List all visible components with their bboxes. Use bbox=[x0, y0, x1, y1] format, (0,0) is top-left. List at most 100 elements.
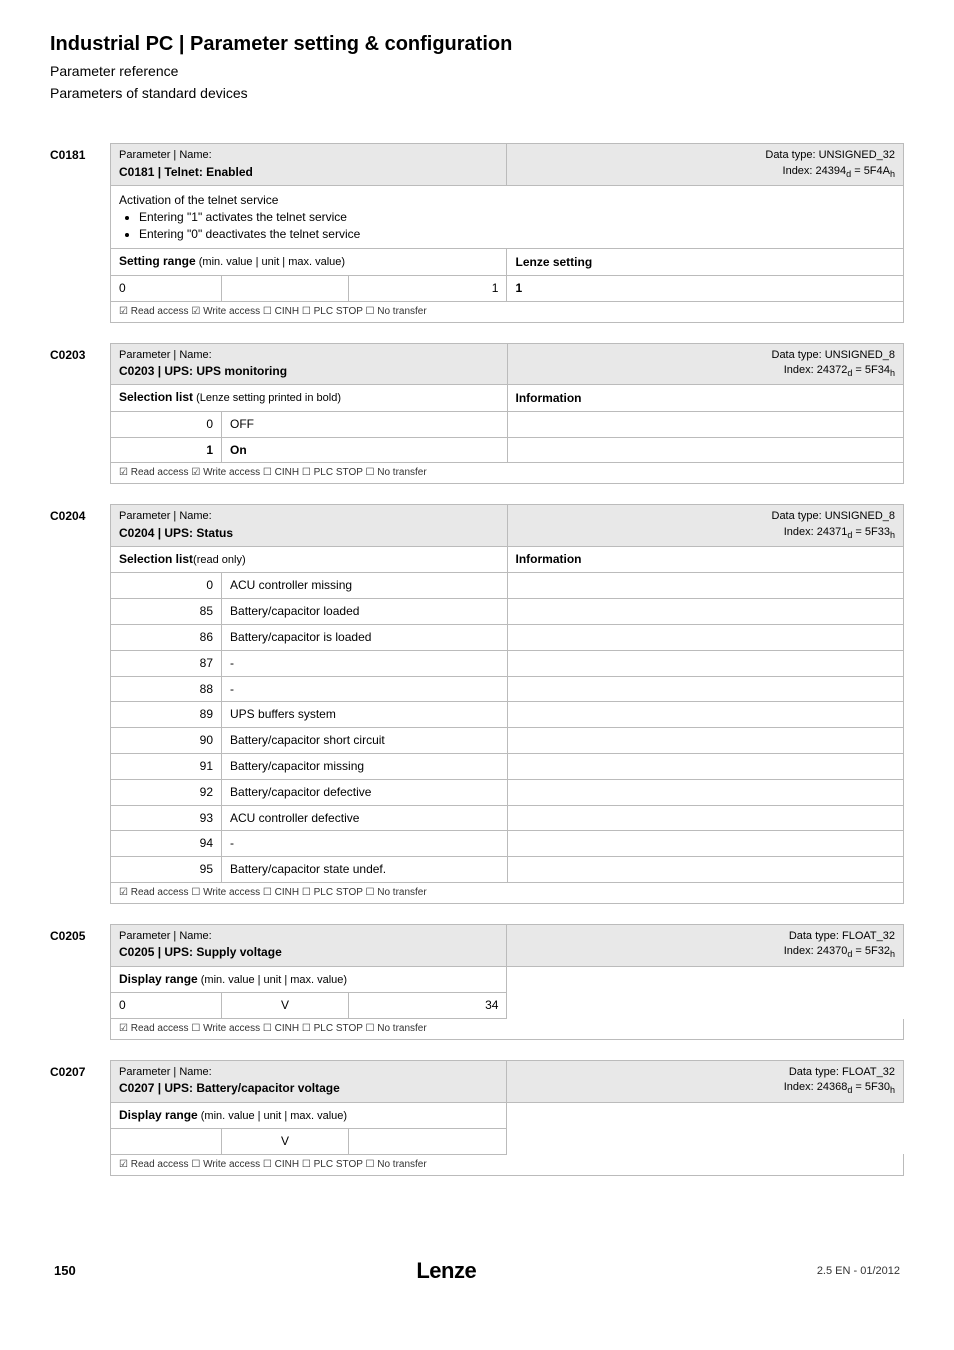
param-header-right: Data type: UNSIGNED_32 Index: 24394d = 5… bbox=[507, 144, 904, 186]
selection-info bbox=[507, 437, 904, 463]
selection-info bbox=[507, 754, 904, 780]
setting-min: 0 bbox=[111, 275, 222, 301]
setting-unit bbox=[222, 275, 349, 301]
display-spacer bbox=[507, 993, 904, 1019]
lenze-setting-label: Lenze setting bbox=[507, 249, 904, 275]
param-index: Index: 24371d = 5F33h bbox=[784, 526, 895, 538]
selection-num: 1 bbox=[111, 437, 222, 463]
param-dtype: Data type: UNSIGNED_8 bbox=[772, 510, 896, 522]
param-index: Index: 24394d = 5F4Ah bbox=[783, 165, 895, 177]
selection-text: - bbox=[222, 831, 507, 857]
lenze-setting-value: 1 bbox=[507, 275, 904, 301]
param-id: C0207 bbox=[50, 1060, 110, 1176]
param-description: Activation of the telnet service Enterin… bbox=[111, 185, 904, 248]
param-header-right: Data type: UNSIGNED_8 Index: 24371d = 5F… bbox=[507, 505, 904, 547]
param-table: Parameter | Name: C0205 | UPS: Supply vo… bbox=[110, 924, 904, 1040]
selection-info bbox=[507, 411, 904, 437]
param-id: C0181 bbox=[50, 143, 110, 322]
desc-bullets: Entering "1" activates the telnet servic… bbox=[139, 209, 895, 243]
selection-text: Battery/capacitor missing bbox=[222, 754, 507, 780]
param-block: C0203 Parameter | Name: C0203 | UPS: UPS… bbox=[50, 343, 904, 485]
param-index: Index: 24372d = 5F34h bbox=[784, 364, 895, 376]
param-header-left: Parameter | Name: C0203 | UPS: UPS monit… bbox=[111, 343, 508, 385]
display-unit: V bbox=[222, 1129, 349, 1155]
selection-text: ACU controller missing bbox=[222, 573, 507, 599]
access-flags: ☑ Read access ☑ Write access ☐ CINH ☐ PL… bbox=[111, 301, 904, 322]
param-table: Parameter | Name: C0181 | Telnet: Enable… bbox=[110, 143, 904, 322]
selection-info bbox=[507, 857, 904, 883]
param-block: C0181 Parameter | Name: C0181 | Telnet: … bbox=[50, 143, 904, 322]
display-min: 0 bbox=[111, 993, 222, 1019]
selection-num: 89 bbox=[111, 702, 222, 728]
param-content: Parameter | Name: C0205 | UPS: Supply vo… bbox=[110, 924, 904, 1040]
selection-text: UPS buffers system bbox=[222, 702, 507, 728]
selection-text: - bbox=[222, 676, 507, 702]
param-block: C0205 Parameter | Name: C0205 | UPS: Sup… bbox=[50, 924, 904, 1040]
param-dtype: Data type: FLOAT_32 bbox=[789, 930, 895, 942]
selection-num: 94 bbox=[111, 831, 222, 857]
param-content: Parameter | Name: C0207 | UPS: Battery/c… bbox=[110, 1060, 904, 1176]
param-header-left: Parameter | Name: C0207 | UPS: Battery/c… bbox=[111, 1061, 507, 1103]
selection-info bbox=[507, 702, 904, 728]
param-header-right: Data type: UNSIGNED_8 Index: 24372d = 5F… bbox=[507, 343, 904, 385]
param-id: C0204 bbox=[50, 504, 110, 904]
selection-num: 87 bbox=[111, 650, 222, 676]
params-container: C0181 Parameter | Name: C0181 | Telnet: … bbox=[50, 143, 904, 1176]
selection-info bbox=[507, 599, 904, 625]
selection-info bbox=[507, 573, 904, 599]
setting-range-label: Setting range (min. value | unit | max. … bbox=[111, 249, 507, 275]
desc-bullet: Entering "1" activates the telnet servic… bbox=[139, 209, 895, 226]
param-block: C0204 Parameter | Name: C0204 | UPS: Sta… bbox=[50, 504, 904, 904]
param-content: Parameter | Name: C0181 | Telnet: Enable… bbox=[110, 143, 904, 322]
footer-page-number: 150 bbox=[54, 1262, 76, 1280]
param-name-label: Parameter | Name: bbox=[119, 149, 212, 161]
selection-info bbox=[507, 805, 904, 831]
selection-num: 90 bbox=[111, 728, 222, 754]
selection-text: Battery/capacitor state undef. bbox=[222, 857, 507, 883]
param-dtype: Data type: FLOAT_32 bbox=[789, 1066, 895, 1078]
param-id: C0203 bbox=[50, 343, 110, 485]
selection-list-label: Selection list (Lenze setting printed in… bbox=[111, 385, 508, 411]
selection-num: 88 bbox=[111, 676, 222, 702]
selection-text: Battery/capacitor is loaded bbox=[222, 625, 507, 651]
setting-max: 1 bbox=[348, 275, 507, 301]
footer-logo: Lenze bbox=[416, 1256, 476, 1287]
selection-info bbox=[507, 831, 904, 857]
param-index: Index: 24368d = 5F30h bbox=[784, 1081, 895, 1093]
desc-bullet: Entering "0" deactivates the telnet serv… bbox=[139, 226, 895, 243]
selection-num: 86 bbox=[111, 625, 222, 651]
footer-version: 2.5 EN - 01/2012 bbox=[817, 1264, 900, 1279]
page-subtitle-1: Parameter reference bbox=[50, 62, 904, 82]
selection-text: Battery/capacitor loaded bbox=[222, 599, 507, 625]
display-range-spacer bbox=[507, 1102, 904, 1128]
display-range-spacer bbox=[507, 966, 904, 992]
selection-text: OFF bbox=[222, 411, 507, 437]
selection-num: 91 bbox=[111, 754, 222, 780]
selection-num: 0 bbox=[111, 411, 222, 437]
selection-info bbox=[507, 676, 904, 702]
selection-info bbox=[507, 728, 904, 754]
param-name-value: C0181 | Telnet: Enabled bbox=[119, 165, 253, 179]
display-spacer bbox=[507, 1129, 904, 1155]
param-table: Parameter | Name: C0207 | UPS: Battery/c… bbox=[110, 1060, 904, 1176]
selection-list-label: Selection list(read only) bbox=[111, 547, 508, 573]
selection-text: - bbox=[222, 650, 507, 676]
display-range-label: Display range (min. value | unit | max. … bbox=[111, 1102, 507, 1128]
param-header-left: Parameter | Name: C0181 | Telnet: Enable… bbox=[111, 144, 507, 186]
param-name-label: Parameter | Name: bbox=[119, 930, 212, 942]
param-table: Parameter | Name: C0204 | UPS: Status Da… bbox=[110, 504, 904, 904]
display-unit: V bbox=[222, 993, 349, 1019]
param-content: Parameter | Name: C0204 | UPS: Status Da… bbox=[110, 504, 904, 904]
selection-num: 93 bbox=[111, 805, 222, 831]
information-label: Information bbox=[507, 385, 904, 411]
selection-num: 92 bbox=[111, 779, 222, 805]
selection-num: 85 bbox=[111, 599, 222, 625]
display-min bbox=[111, 1129, 222, 1155]
page-header: Industrial PC | Parameter setting & conf… bbox=[50, 30, 904, 103]
param-index: Index: 24370d = 5F32h bbox=[784, 945, 895, 957]
param-name-label: Parameter | Name: bbox=[119, 349, 212, 361]
param-name-value: C0207 | UPS: Battery/capacitor voltage bbox=[119, 1081, 340, 1095]
param-header-right: Data type: FLOAT_32 Index: 24370d = 5F32… bbox=[507, 925, 904, 967]
param-name-value: C0204 | UPS: Status bbox=[119, 526, 233, 540]
param-table: Parameter | Name: C0203 | UPS: UPS monit… bbox=[110, 343, 904, 485]
